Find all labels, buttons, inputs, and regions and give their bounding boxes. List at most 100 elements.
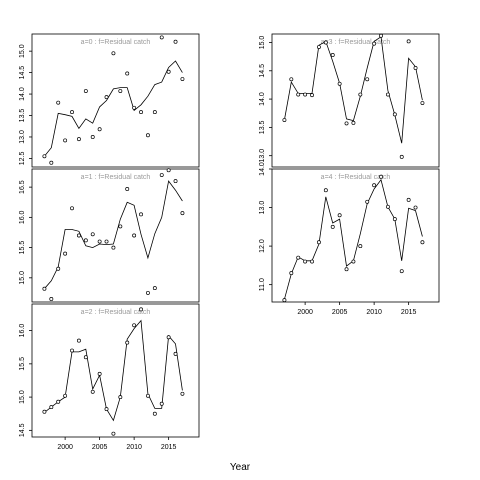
observed-point xyxy=(83,355,88,360)
observed-point xyxy=(316,45,321,49)
y-tick-label: 15.0 xyxy=(19,390,26,404)
observed-point xyxy=(173,179,178,184)
plot-frame xyxy=(271,168,440,303)
observed-point xyxy=(125,340,130,345)
observed-point xyxy=(111,245,116,250)
y-tick-label: 14.5 xyxy=(19,423,26,437)
panel-title: a=4 : f=Residual catch xyxy=(321,174,391,181)
observed-point xyxy=(330,224,335,229)
observed-point xyxy=(139,110,143,115)
panel-title: a=1 : f=Residual catch xyxy=(81,174,151,181)
observed-point xyxy=(49,160,54,165)
observed-point xyxy=(310,259,314,264)
y-tick-label: 14.5 xyxy=(259,64,266,78)
y-tick-label: 16.0 xyxy=(19,210,26,224)
observed-point xyxy=(282,298,287,303)
observed-point xyxy=(70,110,74,115)
observed-point xyxy=(139,307,143,312)
observed-point xyxy=(97,239,102,244)
fitted-line xyxy=(44,180,183,289)
observed-point xyxy=(125,186,130,191)
observed-point xyxy=(104,95,109,100)
x-tick-label: 2000 xyxy=(57,444,73,451)
observed-point xyxy=(399,269,404,274)
observed-point xyxy=(365,77,370,82)
observed-point xyxy=(145,393,150,398)
observed-point xyxy=(42,286,47,291)
observed-point xyxy=(289,77,294,82)
observed-point xyxy=(180,77,185,81)
y-tick-label: 13.0 xyxy=(259,149,266,163)
plot-frame xyxy=(31,33,200,168)
plot-frame xyxy=(31,168,200,303)
observed-point xyxy=(330,52,335,57)
observed-point xyxy=(139,212,143,217)
observed-point xyxy=(132,105,137,110)
y-tick-label: 16.5 xyxy=(19,180,26,194)
y-tick-label: 15.5 xyxy=(19,357,26,371)
observed-point xyxy=(83,89,88,94)
observed-point xyxy=(56,399,61,404)
observed-point xyxy=(296,92,301,97)
observed-point xyxy=(173,39,178,44)
observed-point xyxy=(166,168,171,173)
observed-point xyxy=(152,411,157,416)
observed-point xyxy=(406,197,411,202)
observed-point xyxy=(104,239,109,244)
observed-point xyxy=(152,286,157,291)
observed-point xyxy=(49,405,54,410)
observed-point xyxy=(132,233,137,238)
observed-point xyxy=(385,92,390,97)
panel-a1: 15.0 15.5 16.0 16.5 a=1 : f=Residual catch xyxy=(19,168,200,303)
observed-point xyxy=(63,251,68,256)
observed-point xyxy=(344,121,349,126)
observed-point xyxy=(159,35,164,40)
observed-point xyxy=(392,217,397,222)
observed-point xyxy=(76,137,81,142)
panel-a2: 14.5 15.0 15.5 16.0 2000 2005 2010 2015 a=2 : f=… xyxy=(19,303,200,451)
observed-point xyxy=(358,92,363,97)
observed-point xyxy=(344,267,349,272)
x-tick-label: 2015 xyxy=(161,444,177,451)
observed-point xyxy=(310,93,314,98)
y-tick-label: 14.0 xyxy=(259,162,266,176)
observed-point xyxy=(145,290,150,295)
observed-point xyxy=(379,33,383,38)
observed-point xyxy=(70,348,74,353)
observed-point xyxy=(413,205,418,210)
observed-point xyxy=(118,224,123,229)
observed-point xyxy=(180,211,185,216)
observed-point xyxy=(365,199,370,204)
observed-point xyxy=(63,138,68,143)
observed-point xyxy=(413,66,418,70)
observed-point xyxy=(372,183,377,188)
observed-point xyxy=(420,240,425,245)
observed-point xyxy=(303,259,308,264)
y-tick-label: 13.0 xyxy=(259,201,266,215)
observed-point xyxy=(337,213,342,218)
y-tick-label: 14.0 xyxy=(259,92,266,106)
observed-point xyxy=(90,389,95,394)
observed-point xyxy=(351,259,356,264)
observed-point xyxy=(351,120,356,125)
observed-point xyxy=(63,393,68,398)
panel-a0: 12.5 13.0 13.5 14.0 14.5 15.0 a=0 : f=Residual… xyxy=(19,33,200,168)
fitted-line xyxy=(284,178,423,300)
y-tick-label: 15.0 xyxy=(259,36,266,50)
fitted-line xyxy=(44,319,183,422)
panel-title: a=2 : f=Residual catch xyxy=(81,309,151,316)
observed-point xyxy=(76,338,81,343)
plot-frame xyxy=(271,33,440,168)
y-tick-label: 15.0 xyxy=(19,44,26,58)
observed-point xyxy=(118,89,123,94)
x-axis-title: Year xyxy=(230,462,251,473)
observed-point xyxy=(303,92,308,97)
observed-point xyxy=(111,431,116,436)
observed-point xyxy=(166,335,171,340)
x-tick-label: 2005 xyxy=(92,444,108,451)
fitted-line xyxy=(284,36,423,144)
observed-point xyxy=(316,240,321,245)
observed-point xyxy=(173,351,178,356)
observed-point xyxy=(83,238,88,243)
